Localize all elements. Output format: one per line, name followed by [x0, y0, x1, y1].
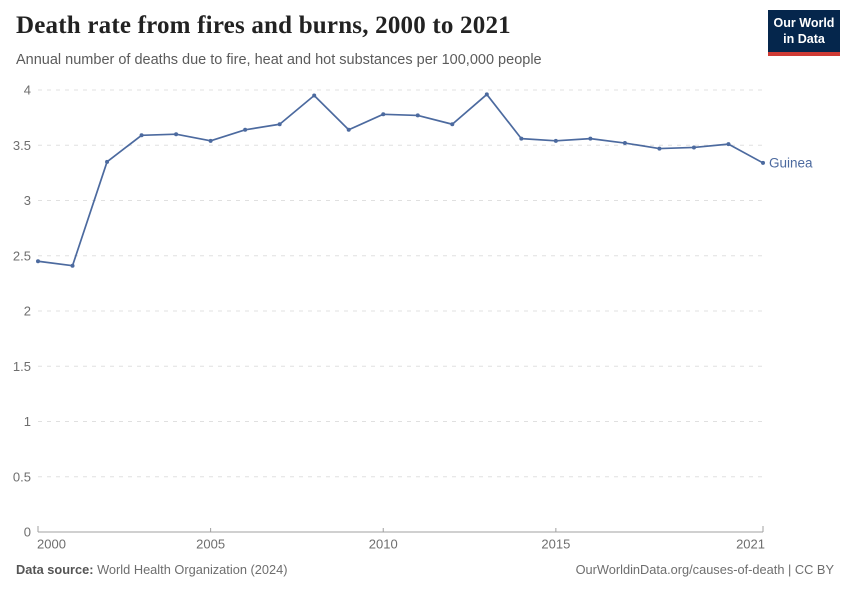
y-tick-label: 1: [24, 414, 31, 429]
x-tick-label: 2021: [736, 537, 765, 552]
data-point[interactable]: [450, 122, 455, 127]
data-point[interactable]: [622, 141, 627, 146]
data-point[interactable]: [761, 160, 765, 165]
y-tick-label: 3: [24, 193, 31, 208]
data-point[interactable]: [277, 122, 282, 127]
data-point[interactable]: [174, 132, 179, 137]
x-tick-label: 2005: [196, 537, 225, 552]
y-tick-label: 3.5: [13, 138, 31, 153]
data-point[interactable]: [346, 127, 351, 132]
data-point[interactable]: [243, 127, 248, 132]
data-point[interactable]: [588, 136, 593, 141]
data-point[interactable]: [691, 145, 696, 150]
data-point[interactable]: [312, 93, 317, 98]
data-point[interactable]: [519, 136, 524, 141]
x-tick-label: 2010: [369, 537, 398, 552]
y-tick-label: 0.5: [13, 469, 31, 484]
data-point[interactable]: [208, 138, 213, 143]
chart-subtitle: Annual number of deaths due to fire, hea…: [16, 52, 542, 68]
x-tick-label: 2000: [37, 537, 66, 552]
data-point[interactable]: [553, 138, 558, 143]
series-line-guinea: [37, 93, 764, 267]
data-point[interactable]: [139, 133, 144, 138]
y-tick-label: 2.5: [13, 248, 31, 263]
y-tick-label: 4: [24, 83, 31, 98]
line-chart[interactable]: 0 0.5 1 1.5 2 2.5 3 3.5 4 2000 2005 2010 2015 2021 Gui…: [0, 80, 850, 555]
y-tick-label: 2: [24, 304, 31, 319]
y-tick-label: 0: [24, 525, 31, 540]
owid-logo-line1: Our World: [773, 16, 835, 30]
chart-footer: Data source: World Health Organization (…: [16, 562, 834, 577]
data-point[interactable]: [726, 142, 731, 147]
data-source-label: Data source:: [16, 562, 94, 577]
series-label-guinea[interactable]: Guinea: [769, 155, 813, 170]
data-point[interactable]: [657, 146, 662, 151]
data-point[interactable]: [36, 259, 40, 264]
owid-logo-line2: in Data: [783, 32, 825, 47]
y-tick-label: 1.5: [13, 359, 31, 374]
owid-logo[interactable]: Our World in Data: [768, 10, 840, 56]
data-point[interactable]: [70, 263, 75, 268]
x-tick-label: 2015: [541, 537, 570, 552]
data-point[interactable]: [484, 92, 489, 97]
credit-link[interactable]: OurWorldinData.org/causes-of-death | CC …: [575, 562, 834, 577]
data-source: Data source: World Health Organization (…: [16, 562, 287, 577]
data-point[interactable]: [381, 112, 386, 117]
data-source-text: World Health Organization (2024): [93, 562, 288, 577]
page-title: Death rate from fires and burns, 2000 to…: [16, 12, 511, 39]
data-point[interactable]: [415, 113, 420, 118]
data-point[interactable]: [105, 159, 110, 164]
